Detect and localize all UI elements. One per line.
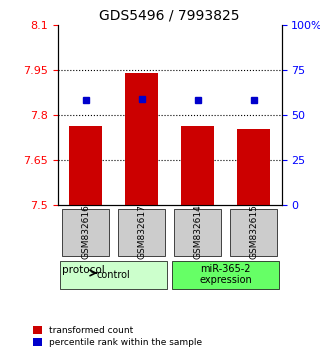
FancyBboxPatch shape [60, 261, 167, 289]
Text: GSM832614: GSM832614 [193, 204, 202, 259]
Text: miR-365-2
expression: miR-365-2 expression [199, 264, 252, 285]
FancyBboxPatch shape [62, 209, 109, 256]
FancyBboxPatch shape [174, 209, 221, 256]
FancyBboxPatch shape [118, 209, 165, 256]
Text: GSM832615: GSM832615 [249, 204, 258, 259]
Bar [69, 126, 102, 205]
FancyBboxPatch shape [230, 209, 277, 256]
Bar [125, 73, 158, 205]
FancyBboxPatch shape [172, 261, 279, 289]
Title: GDS5496 / 7993825: GDS5496 / 7993825 [99, 8, 240, 22]
Text: GSM832616: GSM832616 [81, 204, 90, 259]
Text: GSM832617: GSM832617 [137, 204, 146, 259]
Bar [181, 126, 214, 205]
Bar [237, 129, 270, 205]
Text: protocol: protocol [62, 265, 105, 275]
Text: control: control [97, 269, 131, 280]
Legend: transformed count, percentile rank within the sample: transformed count, percentile rank withi… [30, 323, 205, 349]
